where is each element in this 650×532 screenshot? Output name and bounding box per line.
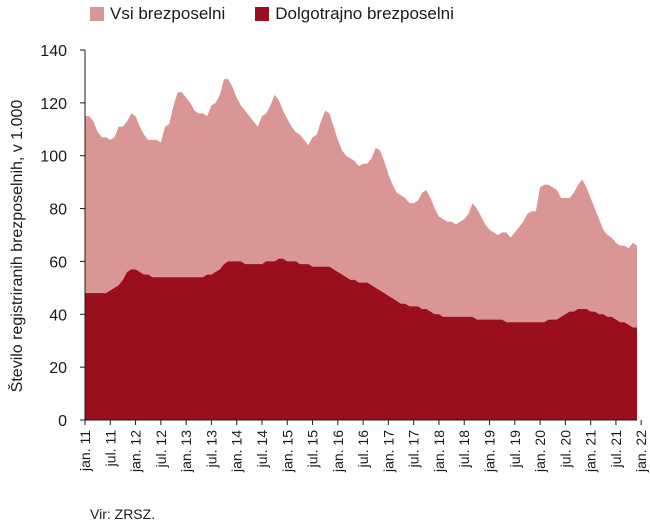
- y-axis-label: Število registriranih brezposelnih, v 1.…: [9, 99, 26, 393]
- y-tick-label: 40: [49, 307, 67, 324]
- legend-label-all: Vsi brezposelni: [110, 4, 226, 23]
- x-tick-label: jan. 13: [178, 430, 194, 473]
- x-tick-label: jan. 11: [77, 430, 93, 472]
- x-tick-label: jul. 11: [102, 430, 118, 468]
- legend-swatch-all: [90, 7, 104, 21]
- x-tick-label: jul. 19: [507, 430, 523, 469]
- legend: Vsi brezposelni Dolgotrajno brezposelni: [90, 4, 454, 24]
- y-tick-label: 60: [49, 254, 67, 271]
- source-note: Vir: ZRSZ.: [90, 506, 156, 522]
- x-axis-ticks: jan. 11 jul. 11 jan. 12 jul. 12 jan. 13 jul. …: [77, 420, 649, 473]
- x-tick-label: jul. 15: [305, 430, 321, 469]
- x-tick-label: jan. 16: [330, 430, 346, 473]
- x-tick-label: jan. 18: [431, 430, 447, 473]
- x-tick-label: jul. 20: [557, 430, 573, 469]
- x-tick-label: jan. 19: [482, 430, 498, 473]
- y-tick-label: 140: [40, 43, 67, 60]
- y-tick-label: 100: [40, 149, 67, 166]
- y-tick-label: 80: [49, 202, 67, 219]
- x-tick-label: jan. 14: [229, 430, 245, 473]
- x-tick-label: jan. 22: [633, 430, 649, 473]
- x-tick-label: jan. 20: [532, 430, 548, 473]
- y-tick-label: 120: [40, 96, 67, 113]
- legend-item-long-term: Dolgotrajno brezposelni: [255, 4, 454, 24]
- y-tick-label: 0: [58, 413, 67, 430]
- area-long-term-unemployed: [85, 258, 637, 420]
- x-tick-label: jan. 15: [279, 430, 295, 473]
- legend-label-long-term: Dolgotrajno brezposelni: [275, 4, 454, 23]
- x-tick-label: jul. 12: [153, 430, 169, 469]
- y-axis-ticks: 0 20 40 60 80 100 120 140: [40, 43, 85, 430]
- x-tick-label: jul. 14: [254, 430, 270, 469]
- x-tick-label: jan. 12: [128, 430, 144, 473]
- y-tick-label: 20: [49, 360, 67, 377]
- plot-areas: [85, 79, 637, 420]
- x-tick-label: jul. 18: [456, 430, 472, 469]
- legend-item-all: Vsi brezposelni: [90, 4, 225, 24]
- x-tick-label: jan. 17: [380, 430, 396, 473]
- x-tick-label: jul. 13: [203, 430, 219, 469]
- x-tick-label: jan. 21: [583, 430, 599, 473]
- x-tick-label: jul. 17: [406, 430, 422, 469]
- legend-swatch-long-term: [255, 7, 270, 21]
- axes: [84, 50, 637, 421]
- x-tick-label: jul. 21: [608, 430, 624, 469]
- x-tick-label: jul. 16: [355, 430, 371, 469]
